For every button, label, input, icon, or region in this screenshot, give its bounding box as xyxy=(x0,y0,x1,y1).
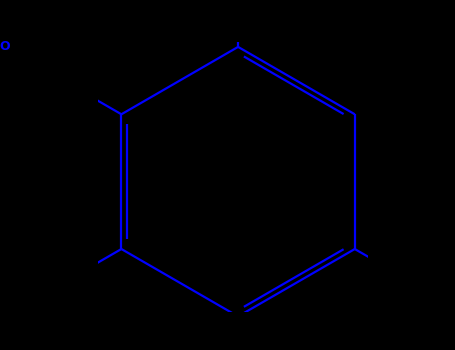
Text: O: O xyxy=(0,40,10,54)
